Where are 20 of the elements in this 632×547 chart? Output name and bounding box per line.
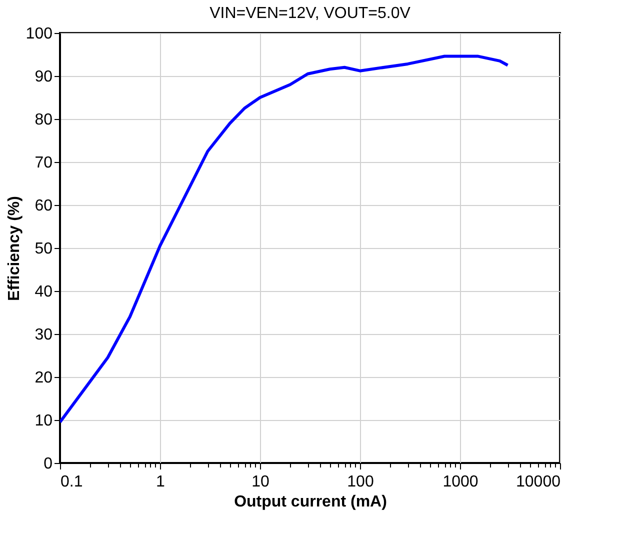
x-tick-label: 1 <box>156 474 166 490</box>
x-tick-label: 100 <box>347 474 374 490</box>
y-tick-label: 10 <box>34 412 53 430</box>
y-tick-label: 30 <box>34 326 53 344</box>
y-tick-label: 50 <box>34 240 53 258</box>
y-tick-label: 80 <box>34 112 53 128</box>
x-tick-label: 1000 <box>442 474 478 490</box>
y-tick-label: 70 <box>34 154 53 172</box>
chart-title: VIN=VEN=12V, VOUT=5.0V <box>210 5 411 22</box>
x-axis-title: Output current (mA) <box>234 494 387 510</box>
y-tick-label: 40 <box>34 284 53 300</box>
y-tick-label: 100 <box>26 26 53 42</box>
x-tick-label: 10000 <box>516 474 561 490</box>
x-tick-label: 0.1 <box>60 474 83 490</box>
y-tick-label: 60 <box>34 198 53 214</box>
y-tick-label: 90 <box>34 68 53 86</box>
y-axis-title: Efficiency (%) <box>6 196 23 301</box>
y-tick-label: 0 <box>44 456 53 472</box>
y-tick-label: 20 <box>34 370 53 386</box>
x-tick-label: 10 <box>252 474 270 490</box>
